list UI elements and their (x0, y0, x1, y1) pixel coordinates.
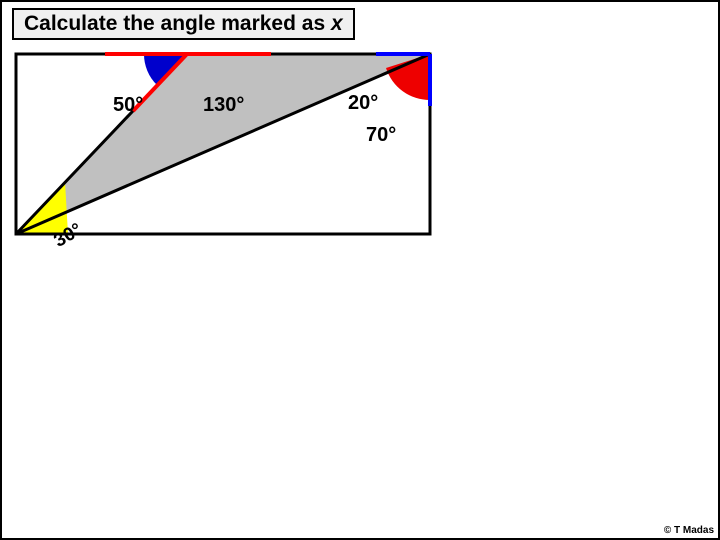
angle-label-130: 130° (203, 94, 244, 117)
angle-label-70: 70° (366, 124, 396, 147)
title-prompt: Calculate the angle marked as (24, 12, 331, 35)
angle-label-50: 50° (113, 94, 143, 117)
angle-label-20: 20° (348, 92, 378, 115)
copyright: © T Madas (664, 525, 714, 536)
title-variable: x (331, 12, 343, 35)
title-box: Calculate the angle marked as x (12, 8, 355, 40)
geometry-diagram: 50° 130° 20° 70° 30° (12, 50, 442, 265)
